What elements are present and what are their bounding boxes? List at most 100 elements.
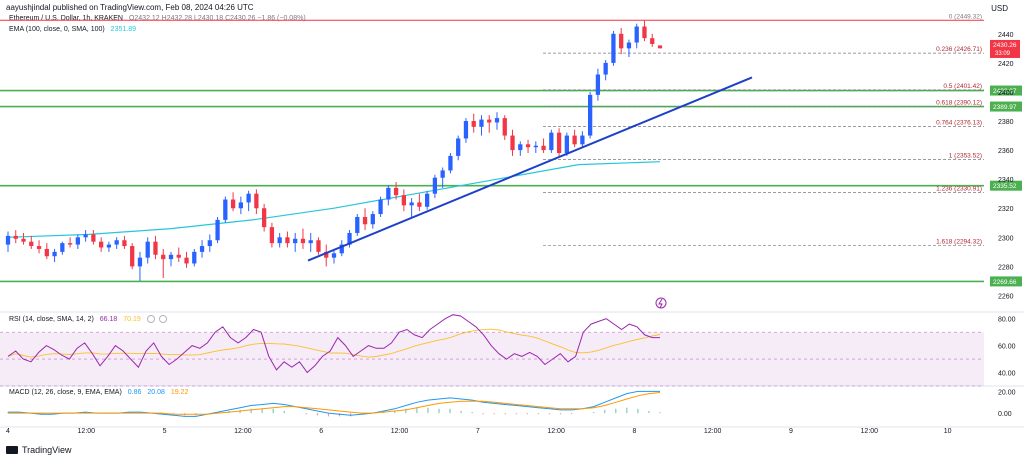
candle-body bbox=[75, 237, 80, 245]
price-tick-label: 2360 bbox=[998, 148, 1014, 155]
price-tick-label: 2300 bbox=[998, 235, 1014, 242]
candle-body bbox=[409, 202, 414, 206]
candle-body bbox=[316, 240, 321, 252]
candle-body bbox=[417, 202, 422, 207]
candle-body bbox=[362, 216, 368, 225]
candle-body bbox=[277, 237, 282, 244]
candle-body bbox=[67, 243, 73, 245]
candle-body bbox=[269, 227, 275, 244]
candle-body bbox=[347, 232, 352, 245]
candle-body bbox=[99, 241, 104, 248]
candle-body bbox=[479, 119, 484, 127]
candle-body bbox=[230, 199, 236, 209]
rsi-ma-value: 70.19 bbox=[123, 315, 141, 323]
candle-body bbox=[401, 195, 406, 206]
rsi-legend[interactable]: RSI (14, close, SMA, 14, 2) 66.18 70.19 bbox=[9, 315, 171, 323]
candle-body bbox=[83, 234, 88, 238]
fib-level-label: 1.618 (2294.32) bbox=[936, 239, 982, 246]
candle-body bbox=[378, 199, 383, 215]
candle-body bbox=[642, 26, 647, 39]
rsi-band bbox=[0, 332, 984, 386]
candle-body bbox=[238, 202, 243, 209]
settings-dot-icon[interactable] bbox=[158, 315, 167, 323]
tradingview-logo-icon bbox=[6, 446, 18, 454]
candle-body bbox=[5, 235, 11, 245]
candle-body bbox=[502, 118, 507, 136]
price-tag bbox=[990, 85, 1022, 96]
candle-body bbox=[331, 253, 337, 258]
time-tick-label: 4 bbox=[6, 428, 10, 435]
candle-body bbox=[611, 33, 616, 63]
time-tick-label: 8 bbox=[632, 428, 636, 435]
lightning-icon bbox=[655, 297, 667, 309]
candle-body bbox=[52, 251, 57, 257]
time-tick-label: 12:00 bbox=[234, 428, 252, 435]
candle-body bbox=[572, 135, 577, 145]
price-tick-label: 2260 bbox=[998, 293, 1014, 300]
time-tick-label: 12:00 bbox=[861, 428, 879, 435]
rsi-line bbox=[7, 314, 660, 374]
candle-body bbox=[510, 135, 515, 151]
symbol-legend: Ethereum / U.S. Dollar, 1h, KRAKEN O2432… bbox=[9, 15, 310, 22]
candle-body bbox=[603, 62, 608, 75]
price-tick-label: 2320 bbox=[998, 206, 1014, 213]
macd-value-2: 20.08 bbox=[147, 389, 165, 396]
rsi-value: 66.18 bbox=[99, 315, 118, 323]
ema-legend[interactable]: EMA (100, close, 0, SMA, 100) 2351.89 bbox=[9, 26, 140, 33]
time-tick-label: 7 bbox=[476, 428, 480, 435]
candle-body bbox=[168, 254, 174, 260]
candle-body bbox=[106, 244, 112, 248]
candle-body bbox=[223, 199, 228, 220]
tradingview-logo[interactable]: TradingView bbox=[6, 445, 72, 455]
candle-body bbox=[36, 246, 42, 249]
candle-body bbox=[650, 38, 655, 44]
price-tick-label: 2400 bbox=[998, 90, 1014, 97]
macd-tick-label: 20.00 bbox=[998, 389, 1016, 396]
settings-dot-icon[interactable] bbox=[146, 315, 155, 323]
time-tick-label: 9 bbox=[789, 428, 793, 435]
candle-body bbox=[386, 187, 391, 200]
ema-label: EMA (100, close, 0, SMA, 100) bbox=[9, 26, 105, 33]
time-tick-label: 12:00 bbox=[391, 428, 409, 435]
symbol-name[interactable]: Ethereum / U.S. Dollar, 1h, KRAKEN bbox=[9, 15, 123, 22]
candle-body bbox=[145, 241, 150, 258]
countdown-label: 33:09 bbox=[995, 51, 1011, 57]
candle-body bbox=[137, 257, 143, 267]
fib-level-label: 0.764 (2376.13) bbox=[936, 120, 982, 127]
candle-body bbox=[619, 33, 624, 49]
candle-body bbox=[254, 193, 259, 209]
fib-level-label: 0.236 (2426.71) bbox=[936, 46, 982, 53]
candle-body bbox=[215, 219, 220, 241]
lightning-icon bbox=[658, 298, 663, 309]
price-tag bbox=[990, 276, 1022, 287]
candle-body bbox=[525, 144, 531, 148]
fib-level-label: 0.5 (2401.42) bbox=[943, 83, 982, 90]
time-tick-label: 12:00 bbox=[704, 428, 722, 435]
candle-body bbox=[339, 244, 344, 254]
candle-body bbox=[595, 74, 601, 95]
rsi-ma-line bbox=[7, 328, 661, 358]
candle-body bbox=[114, 240, 119, 245]
price-tick-label: 2420 bbox=[998, 61, 1014, 68]
candle-body bbox=[262, 208, 267, 228]
ohlc-values: O2432.12 H2432.28 L2430.18 C2430.26 −1.8… bbox=[128, 15, 306, 22]
candle-body bbox=[207, 240, 212, 247]
fib-level-label: 1 (2353.52) bbox=[949, 153, 982, 160]
candle-body bbox=[564, 135, 569, 154]
candle-body bbox=[293, 238, 298, 244]
time-tick-label: 10 bbox=[944, 428, 952, 435]
macd-legend[interactable]: MACD (12, 26, close, 9, EMA, EMA) 0.86 2… bbox=[9, 389, 192, 396]
candle-body bbox=[549, 132, 554, 151]
candle-body bbox=[308, 240, 313, 244]
rsi-label: RSI (14, close, SMA, 14, 2) bbox=[9, 315, 94, 323]
macd-value-3: 19.22 bbox=[170, 389, 189, 396]
candle-body bbox=[29, 241, 34, 247]
price-tag-label: 2335.52 bbox=[993, 183, 1017, 190]
candle-body bbox=[634, 26, 639, 43]
candle-body bbox=[91, 234, 96, 242]
time-tick-label: 12:00 bbox=[78, 428, 96, 435]
candle-body bbox=[456, 138, 461, 156]
macd-tick-label: 0.00 bbox=[998, 411, 1012, 418]
fib-level-label: 0.618 (2390.12) bbox=[936, 99, 982, 106]
candle-body bbox=[176, 254, 181, 258]
